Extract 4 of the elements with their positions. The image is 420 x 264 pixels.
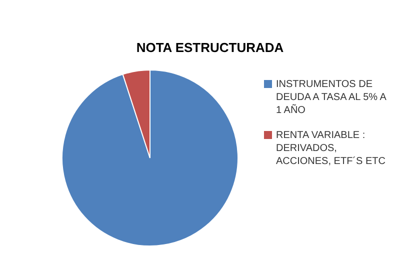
legend-label: INSTRUMENTOS DE DEUDA A TASA AL 5% A 1 AÑO <box>276 78 388 117</box>
chart-title: NOTA ESTRUCTURADA <box>135 40 285 55</box>
legend-label: RENTA VARIABLE : DERIVADOS, ACCIONES, ETF´S ETC <box>276 129 386 168</box>
pie-slice <box>62 70 238 246</box>
